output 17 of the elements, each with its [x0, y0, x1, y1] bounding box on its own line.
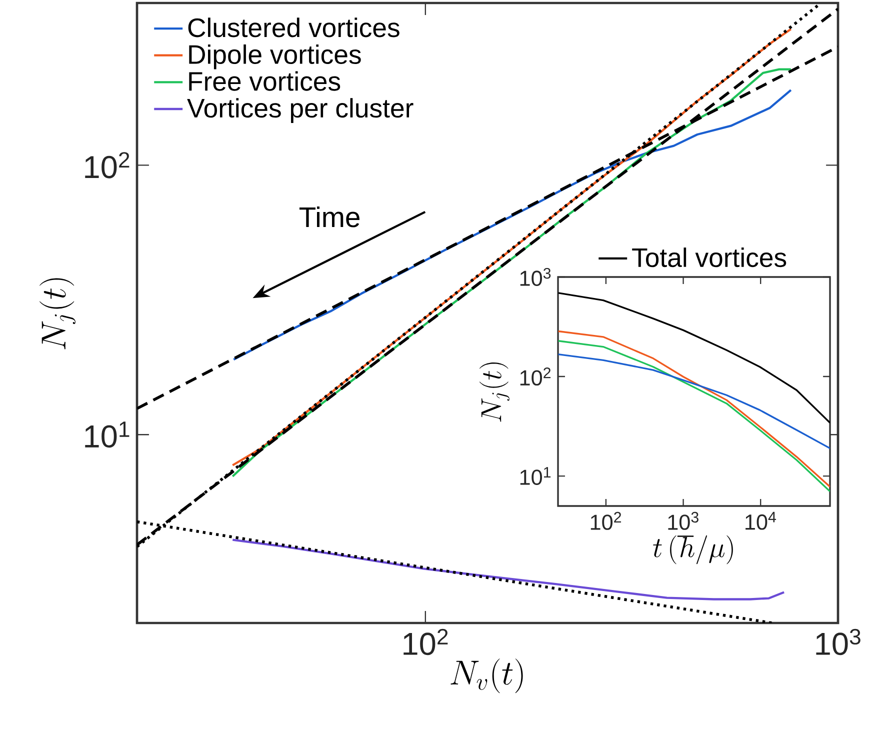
- legend-label: Dipole vortices: [189, 44, 361, 70]
- legend-label: Free vortices: [189, 71, 340, 91]
- x-tick-label: 10$^{3}$: [668, 512, 698, 530]
- y-tick-label: 10$^{2}$: [520, 367, 551, 386]
- annotation: Time: [299, 206, 360, 228]
- x-axis-title: $N_v(t)$: [450, 658, 523, 694]
- x-tick-label: 10$^{4}$: [746, 512, 776, 530]
- y-tick-label: 10$^{1}$: [85, 422, 130, 448]
- legend-label: Total vortices: [632, 248, 786, 268]
- legend-label: Vortices per cluster: [187, 98, 414, 123]
- y-tick-label: 10$^{3}$: [520, 268, 551, 286]
- legend-label: Clustered vortices: [188, 18, 400, 38]
- y-axis-title: $N_j(t)$: [40, 278, 76, 350]
- y-tick-label: 10$^{1}$: [520, 467, 551, 485]
- y-axis-title: $N_j(t)$: [480, 362, 510, 422]
- x-axis-title: $t\,(\hbar/\mu)$: [653, 535, 733, 564]
- x-tick-label: 10$^{2}$: [590, 512, 622, 530]
